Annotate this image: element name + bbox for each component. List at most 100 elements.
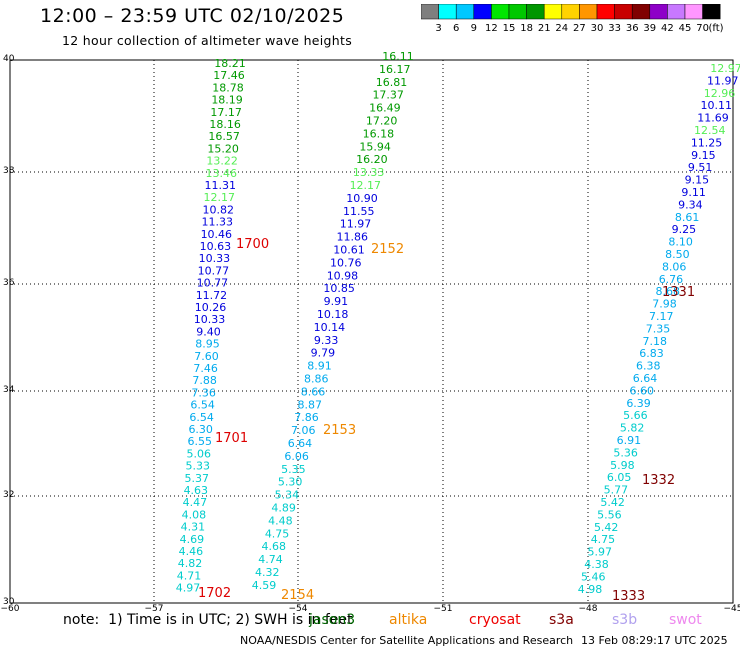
wave-height-label: 5.66 bbox=[623, 409, 648, 422]
time-marker-label: 2153 bbox=[323, 423, 356, 438]
wave-height-label: 7.88 bbox=[192, 374, 217, 387]
scale-tick-label: 3 bbox=[435, 23, 441, 34]
wave-height-label: 5.42 bbox=[600, 496, 625, 509]
wave-height-label: 8.10 bbox=[668, 236, 693, 249]
wave-height-label: 10.33 bbox=[199, 252, 231, 265]
wave-height-label: 8.87 bbox=[298, 398, 323, 411]
color-scale-legend: 3 6 9 12 15 18 21 24 27 30 33 36 39 42 45 70 (ft) bbox=[421, 4, 724, 34]
scale-tick-label: 30 bbox=[591, 23, 604, 34]
satellite-track: 16.1116.1716.8117.3716.4917.2016.1815.94… bbox=[252, 50, 414, 592]
wave-height-label: 7.36 bbox=[191, 386, 216, 399]
wave-height-label: 12.54 bbox=[694, 124, 726, 137]
wave-height-label: 17.20 bbox=[366, 115, 398, 128]
wave-height-label: 10.33 bbox=[194, 313, 226, 326]
wave-height-label: 10.18 bbox=[317, 308, 349, 321]
wave-height-label: 11.25 bbox=[691, 136, 723, 149]
generated-timestamp: 13 Feb 08:29:17 UTC 2025 bbox=[581, 634, 728, 647]
wave-height-label: 16.11 bbox=[382, 50, 414, 63]
wave-height-label: 18.16 bbox=[209, 118, 241, 131]
wave-height-label: 9.25 bbox=[672, 223, 697, 236]
wave-height-label: 5.06 bbox=[186, 447, 211, 460]
wave-height-label: 8.68 bbox=[655, 285, 680, 298]
wave-height-label: 17.17 bbox=[210, 106, 242, 119]
wave-height-label: 5.36 bbox=[613, 446, 638, 459]
wave-height-label: 7.46 bbox=[193, 362, 218, 375]
wave-height-label: 10.82 bbox=[203, 203, 235, 216]
wave-height-label: 8.91 bbox=[307, 360, 332, 373]
longitude-label: −48 bbox=[579, 604, 598, 614]
wave-height-label: 6.64 bbox=[288, 437, 313, 450]
wave-height-label: 9.11 bbox=[681, 186, 706, 199]
wave-height-label: 10.11 bbox=[701, 99, 733, 112]
satellite-legend-item-altika: altika bbox=[389, 612, 428, 628]
wave-height-label: 9.40 bbox=[196, 325, 221, 338]
latitude-label: 32 bbox=[3, 490, 14, 500]
wave-height-label: 6.38 bbox=[636, 360, 661, 373]
wave-height-label: 4.74 bbox=[258, 553, 283, 566]
wave-height-label: 5.82 bbox=[620, 422, 645, 435]
wave-height-label: 4.59 bbox=[252, 579, 277, 592]
wave-height-label: 5.97 bbox=[587, 546, 612, 559]
map-frame bbox=[9, 59, 734, 604]
wave-height-label: 6.83 bbox=[639, 347, 664, 360]
wave-height-label: 9.51 bbox=[688, 161, 713, 174]
wave-height-label: 9.34 bbox=[678, 198, 703, 211]
wave-height-label: 5.34 bbox=[275, 489, 300, 502]
latitude-label: 40 bbox=[3, 54, 15, 64]
wave-height-label: 16.81 bbox=[376, 76, 408, 89]
satellite-legend-item-swot: swot bbox=[669, 612, 702, 628]
wave-height-label: 7.06 bbox=[291, 424, 316, 437]
satellite-legend-item-cryosat: cryosat bbox=[469, 612, 521, 628]
wave-height-label: 4.47 bbox=[183, 496, 208, 509]
wave-height-label: 6.30 bbox=[188, 423, 213, 436]
satellite-legend-item-s3b: s3b bbox=[612, 612, 638, 628]
scale-tick-label: 27 bbox=[573, 23, 586, 34]
wave-height-label: 7.86 bbox=[294, 411, 319, 424]
scale-tick-label: 21 bbox=[538, 23, 551, 34]
time-marker-label: 1701 bbox=[215, 431, 248, 446]
scale-tick-label: 18 bbox=[520, 23, 533, 34]
wave-height-label: 6.64 bbox=[633, 372, 658, 385]
scale-tick-label: 33 bbox=[608, 23, 621, 34]
latitude-label: 38 bbox=[3, 166, 15, 176]
wave-height-label: 6.55 bbox=[187, 435, 212, 448]
wave-height-label: 5.46 bbox=[581, 570, 606, 583]
wave-height-label: 5.98 bbox=[610, 459, 635, 472]
wave-height-label: 6.39 bbox=[626, 397, 651, 410]
wave-height-label: 10.77 bbox=[197, 277, 229, 290]
wave-height-label: 4.46 bbox=[179, 545, 204, 558]
wave-height-label: 10.26 bbox=[195, 301, 227, 314]
wave-height-label: 4.71 bbox=[177, 569, 202, 582]
wave-height-label: 11.86 bbox=[336, 231, 368, 244]
longitude-label: −54 bbox=[289, 604, 308, 614]
scale-tick-label: 45 bbox=[679, 23, 692, 34]
wave-height-label: 18.21 bbox=[214, 57, 246, 70]
time-marker-label: 1700 bbox=[236, 237, 269, 252]
wave-height-label: 7.60 bbox=[194, 350, 219, 363]
wave-height-label: 15.20 bbox=[207, 142, 239, 155]
wave-height-label: 4.48 bbox=[268, 514, 293, 527]
wave-height-label: 4.08 bbox=[182, 508, 207, 521]
wave-height-label: 4.89 bbox=[271, 502, 296, 515]
wave-height-label: 8.61 bbox=[675, 211, 700, 224]
wave-height-label: 6.91 bbox=[617, 434, 642, 447]
wave-height-label: 16.18 bbox=[363, 127, 395, 140]
longitude-label: −51 bbox=[434, 604, 453, 614]
wave-height-label: 11.55 bbox=[343, 205, 375, 218]
map-subtitle: 12 hour collection of altimeter wave hei… bbox=[62, 33, 353, 48]
longitude-label: −60 bbox=[1, 604, 20, 614]
wave-height-label: 5.56 bbox=[597, 508, 622, 521]
scale-swatch bbox=[702, 4, 721, 20]
wave-height-label: 4.98 bbox=[578, 583, 603, 596]
satellite-track: 18.2117.4618.7818.1917.1718.1616.5715.20… bbox=[176, 57, 246, 595]
wave-height-label: 10.46 bbox=[201, 228, 233, 241]
wave-height-label: 12.17 bbox=[350, 179, 382, 192]
map-title: 12:00 – 23:59 UTC 02/10/2025 bbox=[40, 5, 345, 27]
wave-height-label: 8.06 bbox=[662, 260, 687, 273]
wave-height-label: 13.46 bbox=[205, 167, 237, 180]
wave-height-label: 17.46 bbox=[213, 69, 245, 82]
wave-height-label: 7.17 bbox=[649, 310, 674, 323]
wave-height-label: 4.32 bbox=[255, 566, 280, 579]
wave-height-label: 18.78 bbox=[212, 81, 244, 94]
